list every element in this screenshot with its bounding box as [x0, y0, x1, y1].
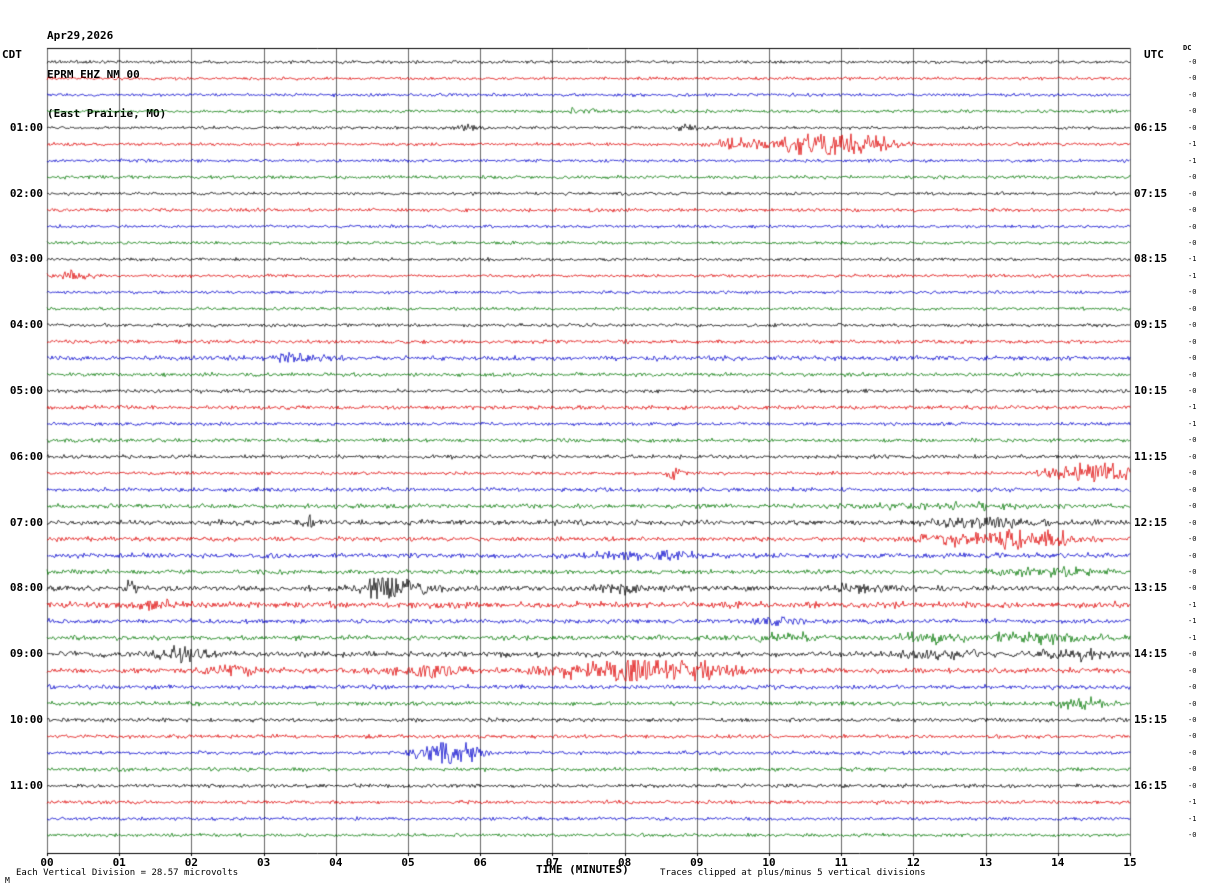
right-time-label: 15:15	[1134, 713, 1168, 726]
dc-offset-value: -0	[1188, 387, 1197, 395]
dc-offset-value: -0	[1188, 666, 1197, 675]
corner-glyph: M	[5, 876, 10, 885]
x-tick-label: 12	[906, 856, 921, 869]
x-tick-label: 09	[690, 856, 704, 869]
dc-offset-value: -0	[1188, 206, 1197, 215]
dc-offset-value: -0	[1188, 551, 1197, 560]
dc-offset-value: -0	[1188, 189, 1197, 198]
x-tick-label: 04	[329, 856, 343, 869]
left-time-label: 02:00	[9, 186, 43, 200]
x-tick-label: 08	[617, 856, 632, 869]
x-tick-label: 13	[978, 856, 993, 869]
right-time-label: 07:15	[1134, 186, 1168, 200]
dc-offset-value: -0	[1188, 337, 1197, 346]
dc-offset-value: -0	[1188, 831, 1197, 840]
clipping-note: Traces clipped at plus/minus 5 vertical …	[660, 868, 926, 878]
dc-offset-value: -0	[1188, 107, 1197, 116]
x-tick-label: 14	[1051, 856, 1065, 869]
right-time-label: 06:15	[1134, 120, 1168, 134]
right-time-label: 12:15	[1134, 515, 1168, 529]
dc-offset-value: -0	[1188, 58, 1197, 66]
dc-offset-value: -0	[1188, 765, 1197, 774]
dc-offset-value: -0	[1188, 683, 1197, 692]
dc-offset-value: -0	[1188, 518, 1197, 527]
right-time-label: 16:15	[1134, 778, 1168, 792]
dc-offset-value: -0	[1188, 716, 1197, 724]
dc-offset-value: -1	[1188, 600, 1197, 609]
dc-offset-value: -0	[1188, 781, 1197, 790]
x-tick-label: 07	[545, 856, 560, 869]
vertical-division-note: Each Vertical Division = 28.57 microvolt…	[16, 868, 239, 878]
dc-offset-value: -0	[1188, 748, 1197, 757]
dc-offset-value: -1	[1188, 271, 1197, 280]
dc-offset-value: -0	[1188, 502, 1197, 511]
dc-offset-value: -0	[1188, 732, 1197, 741]
dc-offset-value: -1	[1188, 403, 1197, 412]
dc-offset-value: -0	[1188, 288, 1197, 297]
dc-offset-value: -0	[1188, 370, 1197, 379]
right-time-label: 13:15	[1134, 581, 1168, 595]
dc-offset-value: -0	[1188, 452, 1197, 461]
dc-offset-value: -1	[1188, 255, 1197, 264]
x-tick-label: 05	[401, 856, 415, 869]
dc-offset-value: -0	[1188, 535, 1197, 544]
dc-offset-value: -1	[1188, 633, 1197, 642]
left-time-label: 09:00	[9, 647, 43, 661]
dc-offset-value: -1	[1188, 140, 1197, 149]
right-time-label: 14:15	[1134, 647, 1168, 661]
x-tick-label: 01	[112, 856, 126, 869]
dc-offset-value: -0	[1188, 567, 1197, 576]
dc-offset-value: -0	[1188, 304, 1197, 313]
x-axis-title: TIME (MINUTES)	[536, 863, 629, 876]
dc-offset-value: -0	[1188, 584, 1197, 593]
dc-offset-value: -0	[1188, 650, 1197, 659]
x-tick-label: 06	[473, 856, 487, 869]
dc-offset-value: -0	[1188, 485, 1197, 494]
dc-offset-value: -1	[1188, 798, 1197, 807]
dc-offset-value: -0	[1188, 469, 1197, 478]
dc-offset-value: -1	[1188, 156, 1197, 165]
left-time-label: 04:00	[9, 318, 43, 332]
left-time-label: 08:00	[9, 581, 43, 595]
right-time-label: 11:15	[1134, 449, 1168, 463]
left-time-label: 10:00	[9, 713, 43, 726]
dc-offset-value: -0	[1188, 321, 1197, 330]
x-tick-label: 00	[40, 856, 54, 869]
left-time-label: 06:00	[9, 449, 43, 463]
left-time-label: 05:00	[9, 384, 43, 397]
dc-offset-value: -0	[1188, 222, 1197, 231]
x-tick-label: 11	[834, 856, 848, 869]
left-time-label: 01:00	[9, 120, 43, 134]
dc-offset-value: -0	[1188, 436, 1197, 445]
dc-offset-value: -0	[1188, 699, 1197, 708]
x-tick-label: 15	[1123, 856, 1137, 869]
left-time-label: 07:00	[9, 515, 43, 529]
dc-offset-value: -0	[1188, 74, 1197, 83]
right-time-label: 08:15	[1134, 252, 1168, 266]
dc-offset-value: -0	[1188, 238, 1197, 247]
dc-offset-value: -1	[1188, 419, 1197, 428]
x-tick-label: 10	[762, 856, 776, 869]
x-tick-label: 03	[256, 856, 271, 869]
x-tick-label: 02	[184, 856, 199, 869]
dc-offset-value: -0	[1188, 90, 1197, 99]
right-time-label: 10:15	[1134, 384, 1168, 397]
dc-offset-value: -1	[1188, 617, 1197, 626]
left-time-label: 03:00	[9, 252, 43, 266]
dc-offset-value: -0	[1188, 354, 1197, 363]
dc-offset-value: -0	[1188, 173, 1197, 182]
dc-offset-value: -1	[1188, 814, 1197, 823]
dc-offset-value: -0	[1188, 123, 1197, 132]
right-time-label: 09:15	[1134, 318, 1168, 332]
left-time-label: 11:00	[9, 778, 43, 792]
